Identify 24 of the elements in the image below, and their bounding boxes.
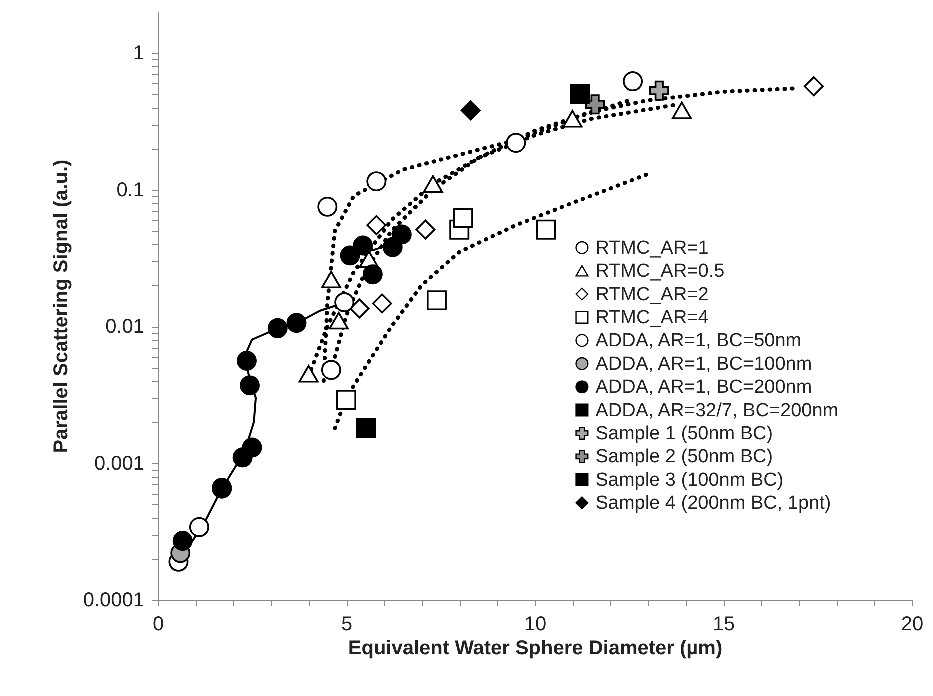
legend-label: RTMC_AR=4 bbox=[596, 307, 710, 328]
legend-label: Sample 3 (100nm BC) bbox=[596, 470, 784, 491]
y-tick-label: 0.01 bbox=[106, 316, 144, 338]
legend-label: Sample 4 (200nm BC, 1pnt) bbox=[596, 493, 832, 514]
x-tick-label: 5 bbox=[341, 614, 353, 636]
legend-label: ADDA, AR=1, BC=200nm bbox=[596, 377, 812, 398]
legend-label: Sample 1 (50nm BC) bbox=[596, 423, 774, 444]
legend-label: ADDA, AR=1, BC=50nm bbox=[596, 330, 802, 352]
legend-label: RTMC_AR=2 bbox=[596, 284, 709, 306]
legend-label: ADDA, AR=1, BC=100nm bbox=[596, 354, 812, 375]
x-tick-label: 20 bbox=[901, 614, 924, 636]
y-tick-label: 0.001 bbox=[94, 452, 144, 475]
x-tick-label: 10 bbox=[524, 614, 547, 636]
legend-label: ADDA, AR=32/7, BC=200nm bbox=[596, 400, 839, 422]
legend-label: RTMC_AR=1 bbox=[596, 238, 709, 259]
x-tick-label: 15 bbox=[712, 614, 736, 636]
x-tick-label: 0 bbox=[152, 614, 164, 636]
y-axis-title: Parallel Scattering Signal (a.u.) bbox=[50, 160, 72, 454]
y-tick-label: 0.0001 bbox=[83, 590, 144, 612]
x-axis-title: Equivalent Water Sphere Diameter (µm) bbox=[348, 638, 723, 660]
legend-label: Sample 2 (50nm BC) bbox=[596, 446, 774, 468]
y-tick-label: 0.1 bbox=[116, 179, 144, 202]
y-tick-label: 1 bbox=[133, 42, 144, 65]
legend-label: RTMC_AR=0.5 bbox=[596, 261, 725, 282]
